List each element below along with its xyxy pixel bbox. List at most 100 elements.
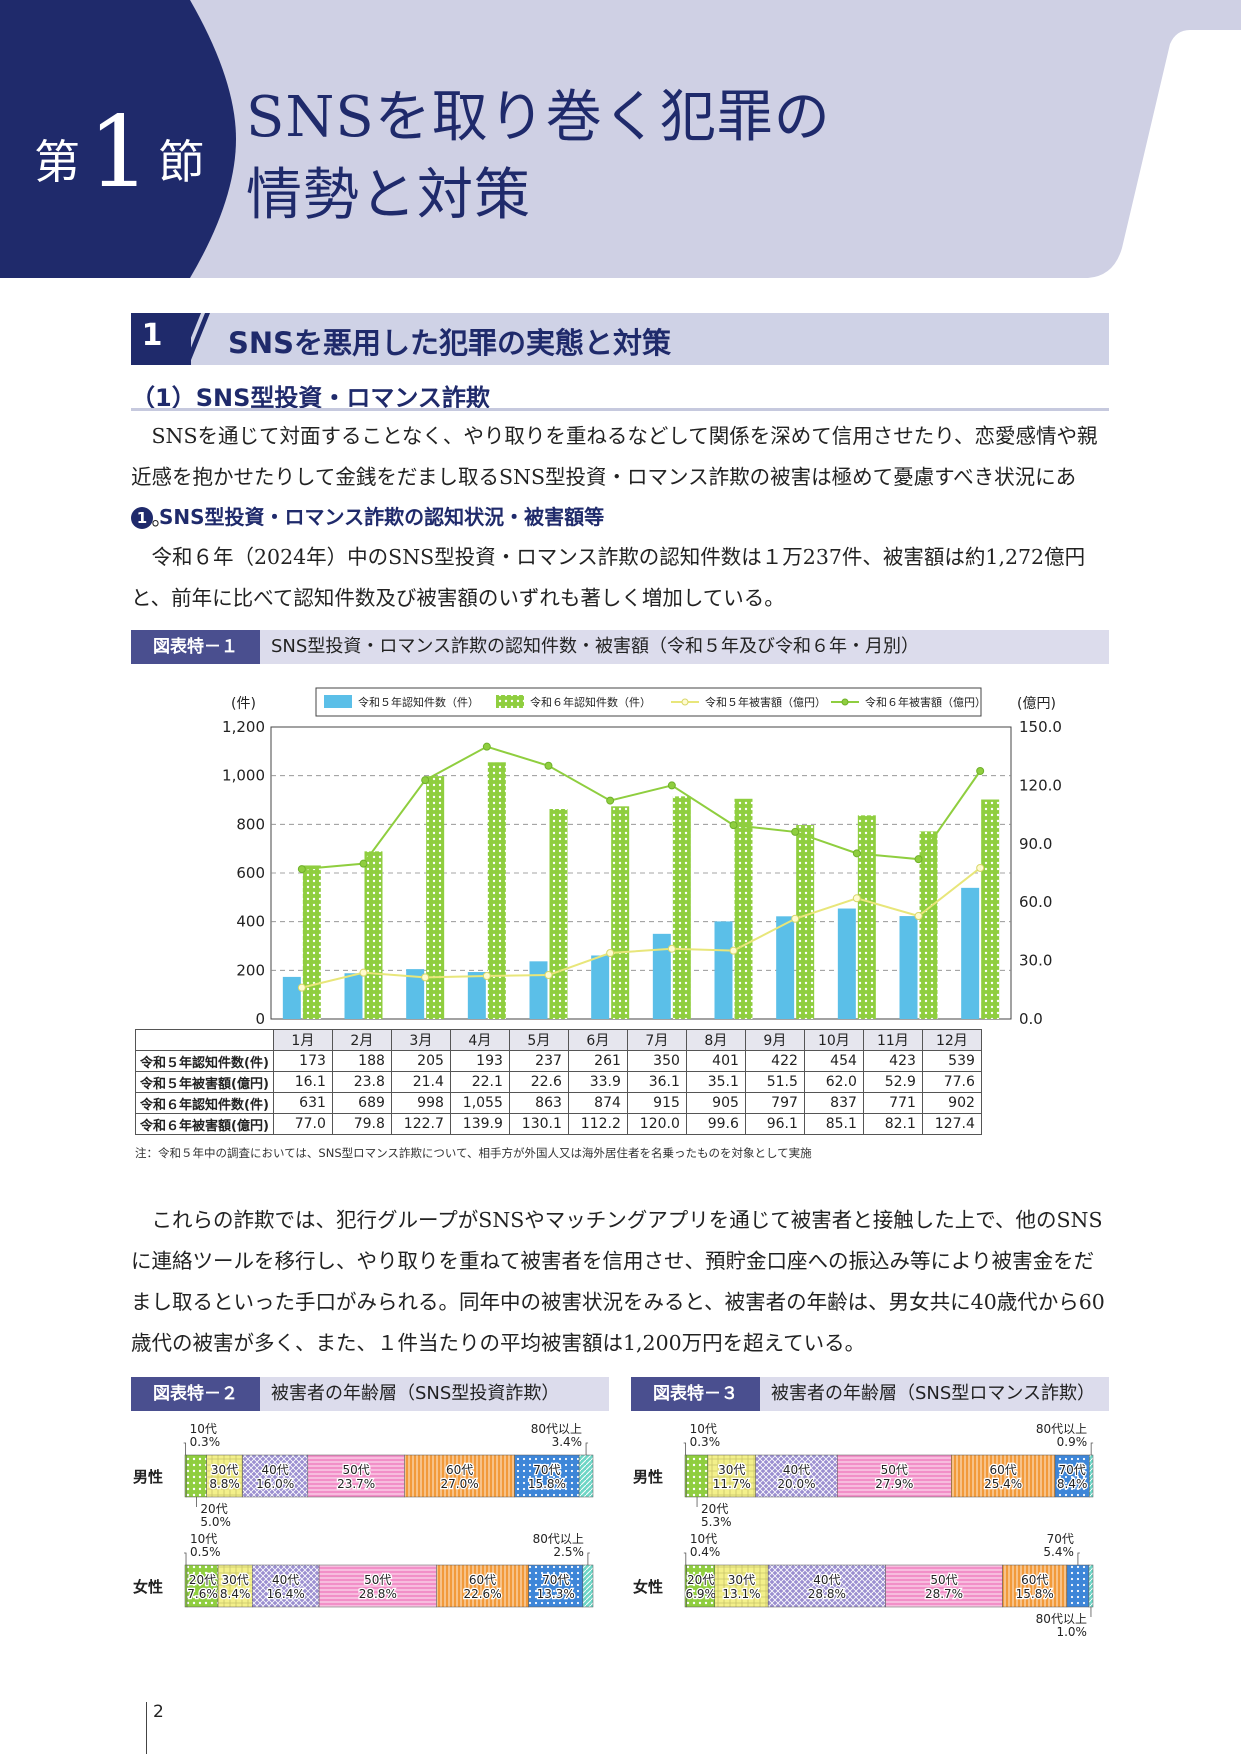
segment-label: 40代 — [783, 1463, 810, 1477]
age-segment — [951, 1454, 1056, 1498]
segment-label: 70代 — [1059, 1463, 1086, 1477]
segment-label: 22.6% — [463, 1587, 501, 1601]
point-r5-damage — [852, 894, 861, 903]
table-cell: 22.6 — [508, 1071, 569, 1093]
age-segment — [755, 1454, 838, 1498]
callout-line — [587, 1552, 590, 1565]
table-cell: 96.1 — [744, 1113, 805, 1135]
segment-label: 27.9% — [875, 1477, 913, 1491]
point-r6-damage — [482, 742, 491, 751]
table-cell: 112.2 — [567, 1113, 628, 1135]
y2-tick-label: 150.0 — [1019, 718, 1062, 736]
table-cell: 261 — [567, 1050, 628, 1072]
segment-label: 50代 — [343, 1463, 370, 1477]
bar-r6-count — [426, 776, 445, 1019]
bar-r6-count — [796, 825, 815, 1019]
callout-label: 20代 — [701, 1502, 728, 1516]
y2-tick-label: 30.0 — [1019, 952, 1052, 970]
segment-label: 30代 — [718, 1463, 745, 1477]
bar-r6-count — [487, 762, 506, 1019]
month-header: 5月 — [508, 1029, 569, 1051]
y-axis-label: (件) — [231, 696, 256, 712]
legend-box — [315, 687, 982, 717]
bar-r6-count — [672, 796, 691, 1019]
item-title: SNS型投資・ロマンス詐欺の認知状況・被害額等 — [159, 505, 605, 529]
segment-label: 28.7% — [925, 1587, 963, 1601]
table-cell: 35.1 — [685, 1071, 746, 1093]
table-cell: 998 — [390, 1092, 451, 1114]
point-r6-damage — [667, 781, 676, 790]
segment-label: 50代 — [881, 1463, 908, 1477]
bar-r5-count — [776, 916, 795, 1019]
table-cell: 797 — [744, 1092, 805, 1114]
item-number-badge: 1 — [131, 507, 153, 529]
age-segment — [404, 1454, 515, 1498]
month-header: 9月 — [744, 1029, 805, 1051]
callout-label: 70代 — [1047, 1532, 1074, 1546]
age-segment — [714, 1564, 769, 1608]
table-row: 令和５年被害額(億円) 16.1 23.8 21.4 22.1 22.6 33.9 36.1 3… — [135, 1071, 982, 1093]
age-segment — [217, 1564, 253, 1608]
legend-swatch — [496, 695, 524, 708]
age-segment — [186, 1564, 219, 1608]
table-cell: 22.1 — [449, 1071, 510, 1093]
line-r5-damage — [301, 867, 981, 989]
segment-label: 13.3% — [537, 1587, 575, 1601]
paragraph-stats: 令和６年（2024年）中のSNS型投資・ロマンス詐欺の認知件数は１万237件、被… — [131, 545, 1086, 610]
line-r6-damage — [301, 745, 981, 871]
month-header: 11月 — [862, 1029, 923, 1051]
age-segment — [206, 1454, 243, 1498]
segment-label: 40代 — [272, 1573, 299, 1587]
table-cell: 863 — [508, 1092, 569, 1114]
callout-label: 0.3% — [190, 1435, 221, 1449]
table-cell: 51.5 — [744, 1071, 805, 1093]
figure1-label: 図表特－１ — [131, 630, 260, 664]
segment-label: 20代 — [687, 1573, 714, 1587]
point-r6-damage — [544, 761, 553, 770]
figure2-label: 図表特－２ — [131, 1377, 260, 1411]
table-cell: 23.8 — [331, 1071, 392, 1093]
figure1-data-table: 1月 2月 3月 4月 5月 6月 7月 8月 9月 10月 11月 12月 令和５年認知件数(件) 1… — [135, 1029, 982, 1135]
figure3-caption: 図表特－３ 被害者の年齢層（SNS型ロマンス詐欺） — [631, 1377, 1109, 1411]
age-segment — [578, 1454, 594, 1498]
table-cell: 631 — [272, 1092, 333, 1114]
table-cell: 237 — [508, 1050, 569, 1072]
callout-line — [683, 1552, 687, 1565]
callout-label: 80代以上 — [533, 1532, 584, 1546]
table-cell: 82.1 — [862, 1113, 923, 1135]
callout-label: 3.4% — [552, 1435, 583, 1449]
segment-label: 25.4% — [984, 1477, 1022, 1491]
callout-label: 10代 — [190, 1532, 217, 1546]
table-cell: 539 — [921, 1050, 982, 1072]
figure2-caption: 図表特－２ 被害者の年齢層（SNS型投資詐欺） — [131, 1377, 609, 1411]
bar-r6-count — [734, 798, 753, 1019]
paragraph-methods: これらの詐欺では、犯行グループがSNSやマッチングアプリを通じて被害者と接触した… — [131, 1208, 1105, 1355]
table-cell: 905 — [685, 1092, 746, 1114]
point-r5-damage — [359, 968, 368, 977]
age-segment — [242, 1454, 309, 1498]
point-r5-damage — [421, 973, 430, 982]
bar-r5-count — [467, 972, 486, 1019]
callout-label: 5.0% — [200, 1515, 231, 1529]
age-segment — [185, 1454, 207, 1498]
table-cell: 33.9 — [567, 1071, 628, 1093]
table-cell: 79.8 — [331, 1113, 392, 1135]
table-cell: 16.1 — [272, 1071, 333, 1093]
bar-r6-count — [981, 799, 1000, 1019]
figure1-note: 注：令和５年中の調査においては、SNS型ロマンス詐欺について、相手方が外国人又は… — [135, 1146, 812, 1160]
segment-label: 60代 — [469, 1573, 496, 1587]
callout-label: 0.9% — [1057, 1435, 1088, 1449]
month-header: 10月 — [803, 1029, 864, 1051]
page-number-rule — [146, 1702, 147, 1754]
table-cell: 120.0 — [626, 1113, 687, 1135]
table-cell: 837 — [803, 1092, 864, 1114]
bar-r6-count — [302, 865, 321, 1019]
chapter-pre: 第 — [34, 135, 82, 189]
section-title: SNSを悪用した犯罪の実態と対策 — [228, 326, 672, 360]
point-r5-damage — [482, 971, 491, 980]
segment-label: 30代 — [211, 1463, 238, 1477]
table-cell: 127.4 — [921, 1113, 982, 1135]
table-cell: 173 — [272, 1050, 333, 1072]
subsection-title: （1）SNS型投資・ロマンス詐欺 — [131, 384, 490, 412]
age-segment — [307, 1454, 405, 1498]
